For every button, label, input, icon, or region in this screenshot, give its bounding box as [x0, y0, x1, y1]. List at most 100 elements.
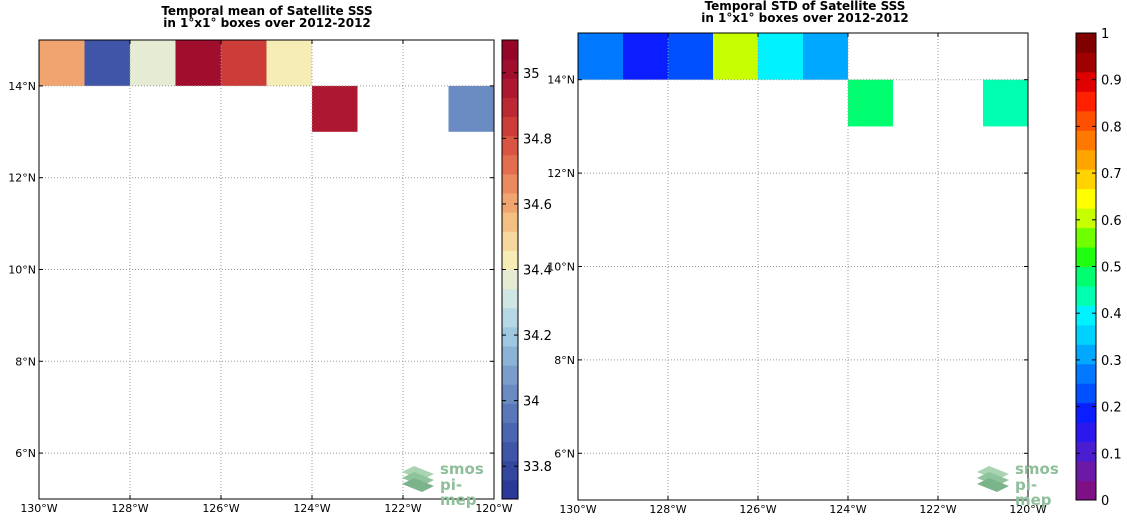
colorbar-tick-label: 0.8 [1101, 120, 1122, 135]
colorbar-segment [502, 441, 518, 462]
data-cell [175, 40, 221, 86]
colorbar-segment [1076, 188, 1096, 209]
y-tick-label: 8°N [15, 355, 36, 368]
x-tick-label: 126°W [202, 502, 239, 515]
colorbar-segment [1076, 324, 1096, 345]
data-cell [221, 40, 267, 86]
data-cell [312, 85, 358, 132]
colorbar-segment [502, 479, 518, 500]
data-cell [130, 40, 176, 86]
colorbar-segment [502, 173, 518, 194]
colorbar-segment [502, 212, 518, 232]
data-cell [623, 33, 668, 80]
colorbar-segment [1076, 285, 1096, 306]
colorbar-segment [1076, 227, 1096, 248]
colorbar-segment [1076, 110, 1096, 131]
colorbar-segment [1076, 52, 1096, 73]
colorbar-segment [1076, 441, 1096, 462]
x-tick-label: 124°W [293, 502, 330, 515]
colorbar-tick-label: 0 [1101, 494, 1109, 509]
colorbar-tick-label: 0.6 [1101, 214, 1122, 229]
colorbar-tick-label: 34.2 [523, 329, 552, 344]
y-tick-label: 14°N [8, 80, 36, 93]
colorbar-segment [502, 78, 518, 98]
colorbar-segment [502, 288, 518, 309]
colorbar-segment [502, 384, 518, 404]
colorbar-segment [502, 326, 518, 347]
colorbar-segment [1076, 344, 1096, 365]
colorbar-segment [1076, 422, 1096, 443]
colorbar-segment [1076, 33, 1096, 53]
colorbar-tick-label: 0.4 [1101, 307, 1122, 322]
colorbar-segment [1076, 383, 1096, 404]
colorbar-tick-label: 34.4 [523, 264, 552, 279]
x-tick-label: 122°W [384, 502, 421, 515]
y-tick-label: 6°N [15, 447, 36, 460]
data-cell [266, 40, 312, 86]
y-tick-label: 12°N [8, 172, 36, 185]
colorbar-segment [1076, 208, 1096, 229]
colorbar-segment [502, 365, 518, 385]
y-tick-label: 14°N [547, 74, 575, 87]
colorbar-segment [1076, 71, 1096, 92]
colorbar-tick-label: 0.2 [1101, 401, 1122, 416]
x-tick-label: 130°W [20, 502, 57, 515]
smos-pimep-logo: smos pi-mep [975, 460, 1067, 508]
y-tick-label: 10°N [547, 261, 575, 274]
colorbar-segment [1076, 266, 1096, 287]
colorbar-segment [1076, 169, 1096, 190]
colorbar-segment [502, 307, 518, 328]
y-tick-label: 12°N [547, 167, 575, 180]
data-cell [578, 33, 623, 80]
colorbar-tick-label: 34.8 [523, 132, 552, 147]
colorbar-segment [502, 422, 518, 443]
colorbar-segment [502, 116, 518, 137]
x-tick-label: 122°W [919, 503, 956, 516]
logo-text-smos: smos [1015, 460, 1059, 478]
smos-pimep-logo: smos pi-mep [400, 462, 492, 508]
plot-area [39, 40, 494, 499]
colorbar-segment [1076, 363, 1096, 384]
colorbar-tick-label: 0.5 [1101, 261, 1122, 276]
colorbar-segment [1076, 130, 1096, 151]
mean-sss-panel: Temporal mean of Satellite SSS in 1°x1° … [0, 0, 560, 521]
colorbar-segment [502, 403, 518, 423]
colorbar-segment [502, 97, 518, 117]
logo-text-pimep: pi-mep [440, 476, 477, 509]
data-cell [758, 33, 803, 80]
colorbar-segment [502, 59, 518, 79]
data-cell [848, 79, 893, 127]
colorbar-segment [1076, 402, 1096, 423]
chart-title: Temporal mean of Satellite SSS in 1°x1° … [161, 4, 373, 30]
x-tick-label: 120°W [475, 502, 512, 515]
x-tick-label: 128°W [649, 503, 686, 516]
data-cell [713, 33, 758, 80]
y-tick-label: 6°N [554, 447, 575, 460]
std-sss-chart: 130°W 128°W 126°W 124°W 122°W 120°W 6°N 8°N 10°N… [547, 27, 1122, 516]
x-tick-label: 130°W [559, 503, 596, 516]
colorbar-segment [502, 250, 518, 270]
data-cell [668, 33, 713, 80]
chart-title: Temporal STD of Satellite SSS in 1°x1° b… [701, 0, 909, 25]
colorbar-segment [502, 40, 518, 60]
colorbar-segment [1076, 247, 1096, 267]
std-sss-panel: Temporal STD of Satellite SSS in 1°x1° b… [547, 0, 1127, 521]
colorbar-segment [1076, 461, 1096, 482]
colorbar-tick-label: 0.3 [1101, 354, 1122, 369]
x-tick-label: 126°W [739, 503, 776, 516]
x-tick-label: 124°W [829, 503, 866, 516]
data-cell [84, 40, 130, 86]
colorbar-segment [502, 193, 518, 213]
colorbar-segment [502, 269, 518, 290]
colorbar-segment [1076, 480, 1096, 501]
colorbar-segment [502, 346, 518, 366]
x-tick-label: 128°W [111, 502, 148, 515]
data-cell [983, 79, 1028, 127]
colorbar-segment [1076, 305, 1096, 326]
colorbar-tick-label: 0.7 [1101, 167, 1122, 182]
colorbar-tick-label: 1 [1101, 27, 1109, 42]
logo-mark-icon [402, 466, 434, 492]
colorbar-tick-label: 34.6 [523, 198, 552, 213]
colorbar-tick-label: 0.9 [1101, 74, 1122, 89]
colorbar-tick-label: 35 [523, 67, 540, 82]
